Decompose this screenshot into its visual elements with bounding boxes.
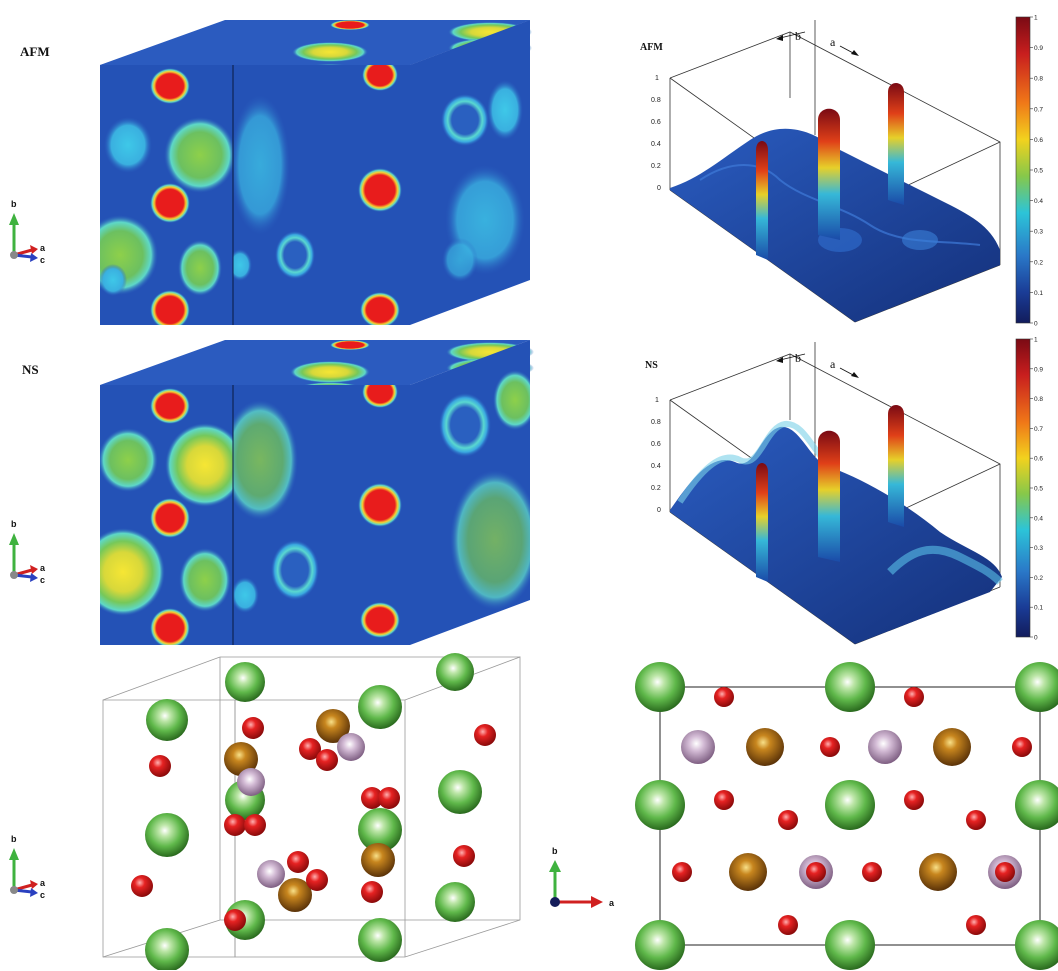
afm-plot-label: AFM — [640, 42, 663, 53]
ns-plot-label: NS — [645, 360, 658, 371]
triad-a-label: a — [40, 243, 46, 253]
z-tick-06: 0.6 — [651, 441, 661, 448]
colorbar-tick-label: 0.2 — [1034, 259, 1043, 266]
ns-surface-plot: 1 0.8 0.6 0.4 0.2 0 NS b a — [645, 342, 1003, 645]
colorbar-tick-label: 0.3 — [1034, 545, 1043, 552]
crystal-structure-projection — [635, 662, 1058, 970]
colorbar-tick-label: 1 — [1034, 15, 1038, 22]
colorbar-tick-label: 0.9 — [1034, 45, 1043, 52]
z-tick-0: 0 — [657, 507, 661, 514]
colorbar-tick-label: 0.5 — [1034, 486, 1043, 493]
triad-b-label: b — [11, 519, 17, 529]
colorbar-tick-label: 0.8 — [1034, 76, 1043, 83]
z-tick-04: 0.4 — [651, 141, 661, 148]
colorbar-tick-label: 0 — [1034, 321, 1038, 328]
triad-b-label: b — [552, 846, 558, 856]
colorbar-tick-label: 0.2 — [1034, 575, 1043, 582]
z-tick-02: 0.2 — [651, 163, 661, 170]
axes-triad-middle: b a c — [9, 519, 46, 585]
colorbar-tick-label: 0.4 — [1034, 198, 1043, 205]
colorbar-tick-label: 0.5 — [1034, 168, 1043, 175]
colorbar-tick-label: 0.7 — [1034, 426, 1043, 433]
colorbar-tick-label: 0.7 — [1034, 106, 1043, 113]
z-tick-08: 0.8 — [651, 419, 661, 426]
triad-c-label: c — [40, 575, 45, 585]
crystal-structure-perspective — [102, 653, 521, 970]
z-tick-1: 1 — [655, 75, 659, 82]
triad-a-label: a — [40, 878, 46, 888]
axes-triad-ab: b a — [549, 846, 615, 908]
triad-a-label: a — [609, 898, 615, 908]
axis-b-label: b — [795, 29, 801, 43]
afm-surface-plot: 1 0.8 0.6 0.4 0.2 0 AFM b a — [640, 20, 1001, 323]
axis-a-label: a — [830, 35, 836, 49]
axes-triad-bottom: b a c — [9, 834, 46, 900]
colorbar-tick-label: 0.8 — [1034, 396, 1043, 403]
colorbar-ns: 1 0.9 0.8 0.7 0.6 0.5 0.4 0.3 0.2 0.1 0 — [1015, 337, 1043, 642]
colorbar-afm: 1 0.9 0.8 0.7 0.6 0.5 0.4 0.3 0.2 0.1 0 — [1015, 15, 1043, 328]
z-tick-04: 0.4 — [651, 463, 661, 470]
triad-c-label: c — [40, 255, 45, 265]
z-tick-0: 0 — [657, 185, 661, 192]
afm-density-box — [100, 20, 532, 325]
colorbar-tick-label: 0.6 — [1034, 456, 1043, 463]
colorbar-tick-label: 0.9 — [1034, 366, 1043, 373]
axis-a-label: a — [830, 357, 836, 371]
colorbar-tick-label: 0 — [1034, 635, 1038, 642]
colorbar-tick-label: 0.1 — [1034, 290, 1043, 297]
z-tick-06: 0.6 — [651, 119, 661, 126]
triad-b-label: b — [11, 834, 17, 844]
colorbar-tick-label: 0.3 — [1034, 229, 1043, 236]
triad-b-label: b — [11, 199, 17, 209]
ns-label: NS — [22, 362, 39, 377]
ns-density-box — [100, 340, 534, 645]
z-tick-1: 1 — [655, 397, 659, 404]
colorbar-tick-label: 1 — [1034, 337, 1038, 344]
colorbar-tick-label: 0.4 — [1034, 515, 1043, 522]
triad-c-label: c — [40, 890, 45, 900]
axis-b-label: b — [795, 351, 801, 365]
z-tick-02: 0.2 — [651, 485, 661, 492]
colorbar-tick-label: 0.6 — [1034, 137, 1043, 144]
z-tick-08: 0.8 — [651, 97, 661, 104]
afm-label: AFM — [20, 44, 50, 59]
colorbar-tick-label: 0.1 — [1034, 605, 1043, 612]
axes-triad-top: b a c — [9, 199, 46, 265]
triad-a-label: a — [40, 563, 46, 573]
